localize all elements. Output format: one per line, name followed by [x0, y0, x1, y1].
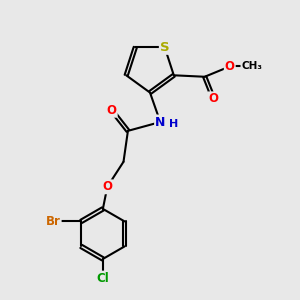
Text: O: O — [208, 92, 219, 105]
Text: CH₃: CH₃ — [241, 61, 262, 71]
Text: H: H — [169, 119, 178, 129]
Text: N: N — [155, 116, 166, 128]
Text: O: O — [102, 180, 112, 193]
Text: S: S — [160, 41, 169, 54]
Text: Br: Br — [46, 215, 61, 228]
Text: O: O — [225, 60, 235, 73]
Text: O: O — [107, 104, 117, 117]
Text: Cl: Cl — [97, 272, 109, 285]
